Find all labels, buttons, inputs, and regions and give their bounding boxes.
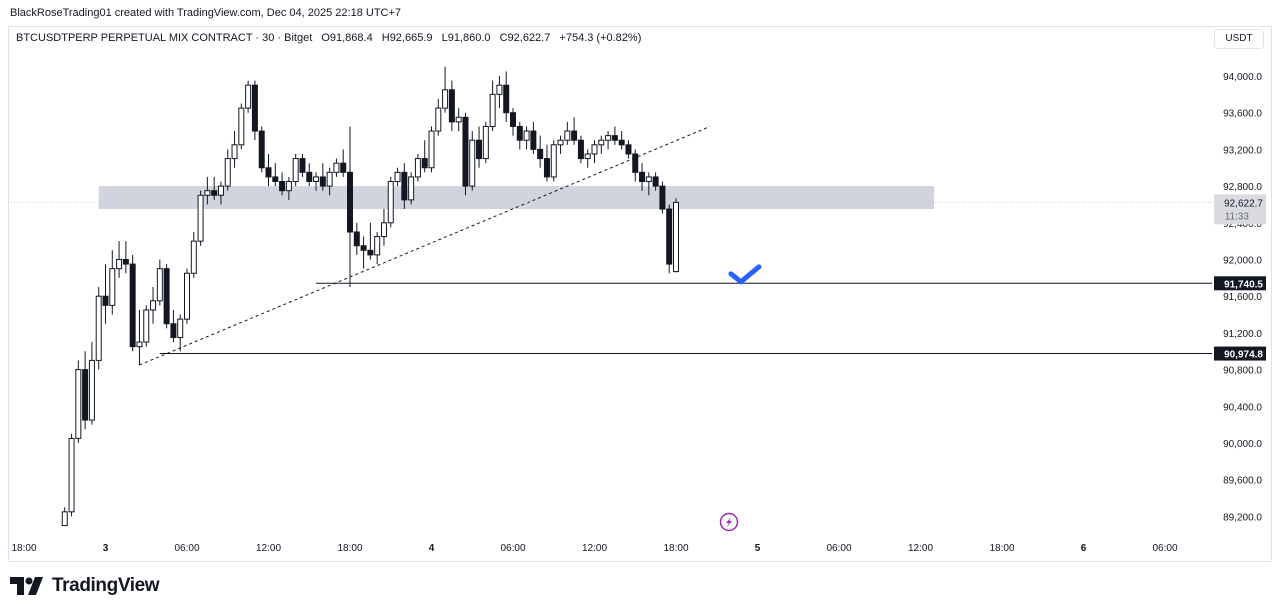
chart-frame[interactable] [8, 26, 1272, 562]
legend-high: H92,665.9 [381, 32, 433, 44]
legend-open: O91,868.4 [321, 32, 373, 44]
chart-caption: BlackRoseTrading01 created with TradingV… [10, 7, 402, 19]
tradingview-logo-icon [10, 577, 43, 595]
legend-close: C92,622.7 [499, 32, 551, 44]
brand-name: TradingView [52, 575, 160, 596]
legend-symbol[interactable]: BTCUSDTPERP PERPETUAL MIX CONTRACT · 30 … [16, 32, 313, 44]
symbol-legend: BTCUSDTPERP PERPETUAL MIX CONTRACT · 30 … [16, 32, 647, 44]
legend-low: L91,860.0 [441, 32, 491, 44]
legend-change: +754.3 (+0.82%) [559, 32, 642, 44]
currency-button[interactable]: USDT [1214, 29, 1264, 49]
tradingview-logo[interactable]: TradingView [10, 574, 160, 598]
